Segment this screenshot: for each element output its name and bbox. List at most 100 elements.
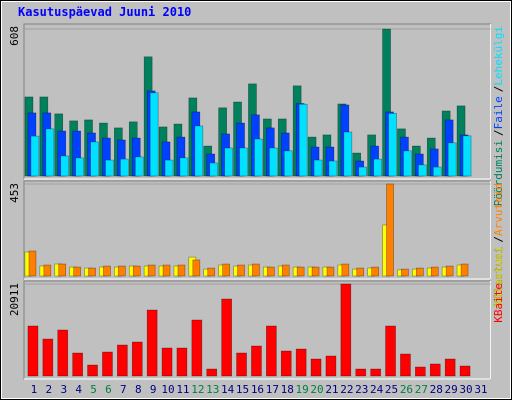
bar <box>325 355 337 377</box>
legend-separator: / <box>492 236 505 243</box>
bar <box>343 131 353 177</box>
bar <box>326 266 335 277</box>
y-tick-label: 453 <box>8 183 21 203</box>
bar <box>146 309 158 377</box>
x-tick-label: 28 <box>430 383 443 396</box>
x-tick-label: 16 <box>251 383 264 396</box>
bar <box>42 338 54 377</box>
bar <box>313 159 323 177</box>
bar <box>117 344 128 377</box>
x-tick-label: 22 <box>340 383 353 396</box>
chart-title: Kasutuspäevad Juuni 2010 <box>18 5 191 19</box>
x-tick-label: 27 <box>415 383 428 396</box>
bar <box>254 138 263 177</box>
bar <box>134 156 144 177</box>
bar <box>388 113 397 177</box>
legend-entry: KBaite <box>492 283 505 323</box>
legend-entry: Faile <box>492 96 505 129</box>
bar <box>252 263 260 277</box>
x-tick-label: 2 <box>46 383 53 396</box>
bar <box>131 341 143 377</box>
bar <box>429 363 441 377</box>
bar <box>221 298 232 377</box>
bar <box>403 150 412 177</box>
bar <box>28 250 37 277</box>
legend-entry: Külastusi <box>492 247 505 307</box>
bar <box>266 325 277 377</box>
x-tick-label: 18 <box>281 383 294 396</box>
x-tick-label: 17 <box>266 383 279 396</box>
bar <box>45 128 55 177</box>
bar <box>341 263 350 277</box>
bar <box>236 352 247 377</box>
x-tick-label: 6 <box>105 383 112 396</box>
bar <box>222 263 230 277</box>
bar <box>105 159 114 177</box>
x-tick-label: 1 <box>31 383 38 396</box>
bar <box>103 265 111 277</box>
x-tick-label: 24 <box>370 383 384 396</box>
legend-separator: / <box>492 129 505 136</box>
x-tick-label: 25 <box>385 383 398 396</box>
bar <box>296 266 305 277</box>
y-tick-label: 20911 <box>8 283 21 316</box>
bar <box>371 266 379 277</box>
bar <box>298 103 308 177</box>
bar <box>311 266 320 277</box>
bar <box>386 183 394 277</box>
x-tick-label: 10 <box>161 383 174 396</box>
bar <box>445 265 454 277</box>
legend: Pöördumisi/Faile/Lehekülgi <box>492 26 505 206</box>
bar <box>207 267 216 277</box>
bar <box>147 264 156 277</box>
legend: KBaite <box>492 283 505 323</box>
bar <box>75 157 84 177</box>
y-tick-label: 608 <box>8 26 21 46</box>
x-tick-label: 14 <box>221 383 235 396</box>
bar <box>27 325 39 377</box>
bar <box>251 345 262 377</box>
bar <box>209 162 219 177</box>
bar <box>90 141 99 177</box>
x-tick-label: 19 <box>296 383 309 396</box>
bar <box>430 266 439 277</box>
x-tick-label: 31 <box>474 383 487 396</box>
bar <box>447 142 457 177</box>
legend-entry: Pöördumisi <box>492 140 505 206</box>
bar <box>281 264 290 277</box>
plot-area <box>23 180 491 280</box>
bar <box>400 353 411 377</box>
x-tick-label: 20 <box>310 383 323 396</box>
x-tick-label: 12 <box>191 383 204 396</box>
bar <box>239 147 248 177</box>
x-tick-label: 29 <box>445 383 458 396</box>
bar <box>58 263 67 277</box>
bar <box>87 364 98 377</box>
x-tick-label: 4 <box>75 383 82 396</box>
bar <box>72 352 83 377</box>
bar <box>118 265 126 277</box>
x-tick-label: 13 <box>206 383 219 396</box>
bar <box>30 135 40 177</box>
bar <box>401 268 409 277</box>
bar <box>162 264 171 277</box>
bar <box>57 329 69 377</box>
bar <box>88 267 96 277</box>
bar <box>179 157 189 177</box>
bar <box>149 92 159 177</box>
x-tick-label: 3 <box>60 383 67 396</box>
bar <box>370 368 381 377</box>
x-tick-label: 5 <box>90 383 97 396</box>
bar <box>60 155 70 177</box>
bar <box>267 266 275 277</box>
bar <box>415 366 426 377</box>
x-tick-label: 21 <box>325 383 338 396</box>
bar <box>444 358 456 377</box>
bar <box>459 365 471 377</box>
bar <box>340 283 352 377</box>
bar <box>432 166 442 177</box>
bar <box>356 267 365 277</box>
bar <box>283 150 293 177</box>
